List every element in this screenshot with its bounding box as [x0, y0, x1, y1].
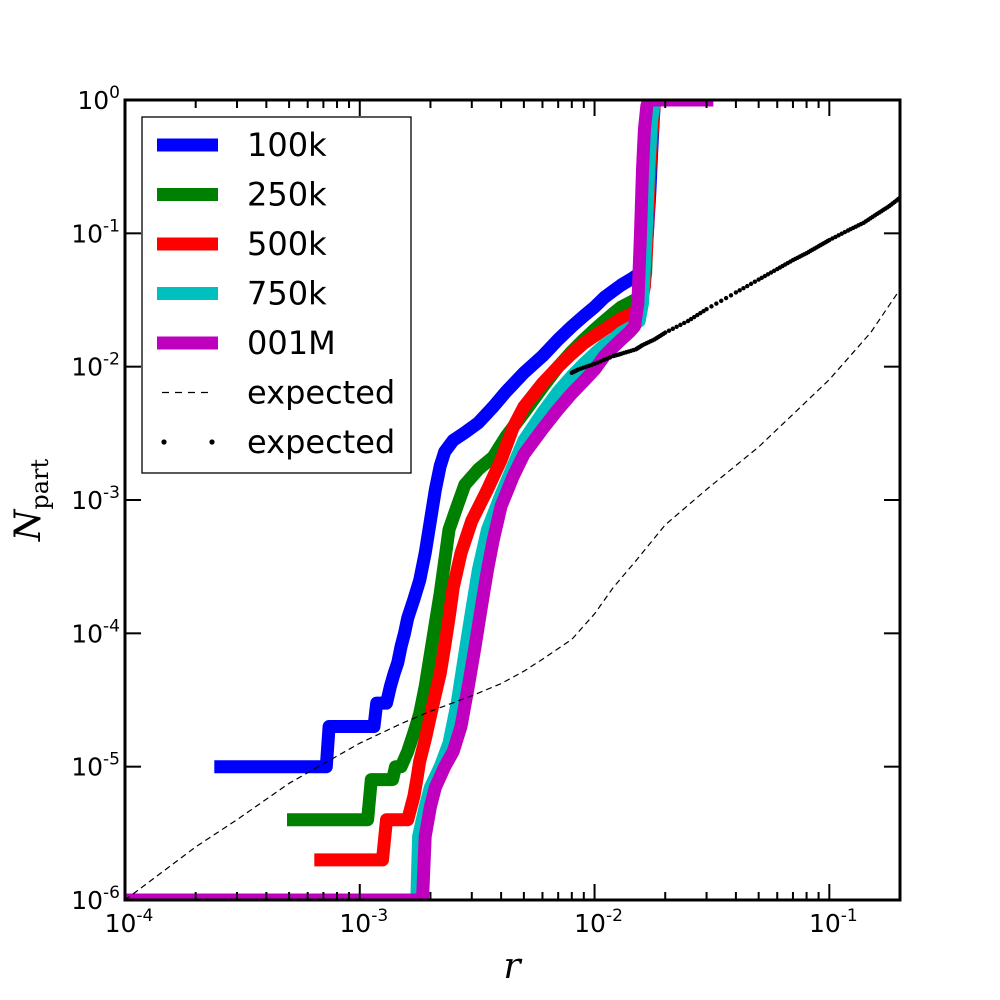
- y-tick-label: 10-6: [71, 883, 120, 915]
- legend-label: expected: [247, 423, 395, 461]
- data-point: [719, 298, 724, 304]
- x-tick-label: 10-4: [105, 906, 154, 938]
- x-axis-label: r: [503, 946, 522, 987]
- data-point: [714, 301, 719, 306]
- legend: 100k 250k 500k 750k 001M expected expected: [141, 116, 412, 474]
- tick-label-layer: 10-4 10-3 10-2 10-1 10-6 10-5 10-4 10-3 10-2 10-1…: [71, 83, 857, 938]
- legend-item: 500k: [157, 225, 327, 263]
- legend-label: 001M: [247, 324, 336, 362]
- data-point: [666, 328, 672, 333]
- x-tick-label: 10-3: [339, 906, 388, 938]
- y-tick-label: 10-2: [71, 350, 120, 382]
- legend-item: expected: [162, 374, 395, 412]
- x-tick-label: 10-2: [574, 906, 623, 938]
- y-axis-label: N: [8, 508, 49, 542]
- data-point: [670, 326, 676, 331]
- data-point: [733, 290, 739, 295]
- y-tick-label: 10-4: [71, 616, 120, 648]
- svg-text:Npart: Npart: [8, 459, 54, 543]
- legend-label: 250k: [247, 176, 327, 214]
- legend-item: 100k: [157, 126, 327, 164]
- legend-label: 100k: [247, 126, 327, 164]
- data-point: [704, 306, 709, 312]
- data-point: [728, 293, 734, 298]
- legend-swatch: [209, 439, 215, 445]
- y-axis-label-group: Npart: [8, 459, 54, 543]
- data-point: [745, 283, 750, 289]
- data-point: [709, 304, 714, 309]
- legend-label: 500k: [247, 225, 327, 263]
- series-layer: [125, 100, 900, 900]
- y-tick-label: 10-3: [71, 483, 120, 515]
- y-tick-label: 10-1: [71, 216, 120, 248]
- legend-label: 750k: [247, 275, 327, 313]
- legend-item: 250k: [157, 176, 327, 214]
- y-axis-label-subscript: part: [26, 459, 54, 510]
- series-expected-dotted: [569, 195, 900, 375]
- series-expected-dashed-line: [125, 289, 900, 900]
- x-tick-label: 10-1: [809, 906, 858, 938]
- data-point: [723, 295, 729, 301]
- legend-label: expected: [247, 374, 395, 412]
- legend-item: expected: [161, 423, 395, 461]
- data-point: [741, 285, 746, 291]
- data-point: [737, 288, 742, 293]
- legend-swatch: [161, 439, 167, 445]
- data-point: [681, 320, 687, 326]
- legend-item: 750k: [157, 275, 327, 313]
- data-point: [748, 281, 754, 287]
- data-point: [678, 322, 683, 328]
- data-point: [674, 324, 679, 330]
- data-point: [752, 279, 758, 284]
- legend-item: 001M: [157, 324, 336, 362]
- y-tick-label: 10-5: [71, 750, 120, 782]
- y-tick-label: 100: [77, 83, 120, 115]
- legend-entries: 100k 250k 500k 750k 001M expected expected: [157, 126, 395, 461]
- series-001m-thick-line: [125, 100, 714, 900]
- tick-layer: [124, 99, 901, 901]
- data-point: [663, 330, 668, 335]
